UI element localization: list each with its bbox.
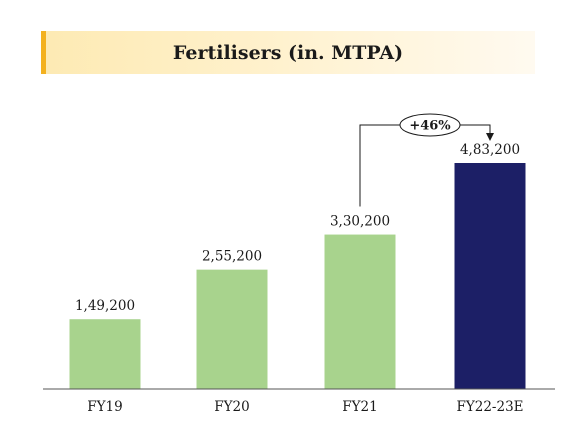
bar-fy22-23e [454, 163, 526, 389]
category-label: FY22-23E [456, 399, 523, 415]
category-label: FY21 [342, 399, 377, 415]
title-accent-bar [41, 31, 46, 74]
category-label: FY20 [214, 399, 249, 415]
value-label: 1,49,200 [75, 298, 135, 314]
value-label: 2,55,200 [202, 249, 262, 265]
value-label: 4,83,200 [460, 142, 520, 158]
category-label: FY19 [87, 399, 122, 415]
chart-title-band: Fertilisers (in. MTPA) [41, 31, 535, 74]
bar-fy21 [324, 234, 396, 389]
bar-fy19 [69, 319, 141, 389]
chart-title: Fertilisers (in. MTPA) [172, 41, 404, 64]
growth-badge [399, 113, 461, 137]
value-label: 3,30,200 [330, 214, 390, 230]
bar-fy20 [196, 269, 268, 389]
growth-label: +46% [409, 119, 451, 134]
